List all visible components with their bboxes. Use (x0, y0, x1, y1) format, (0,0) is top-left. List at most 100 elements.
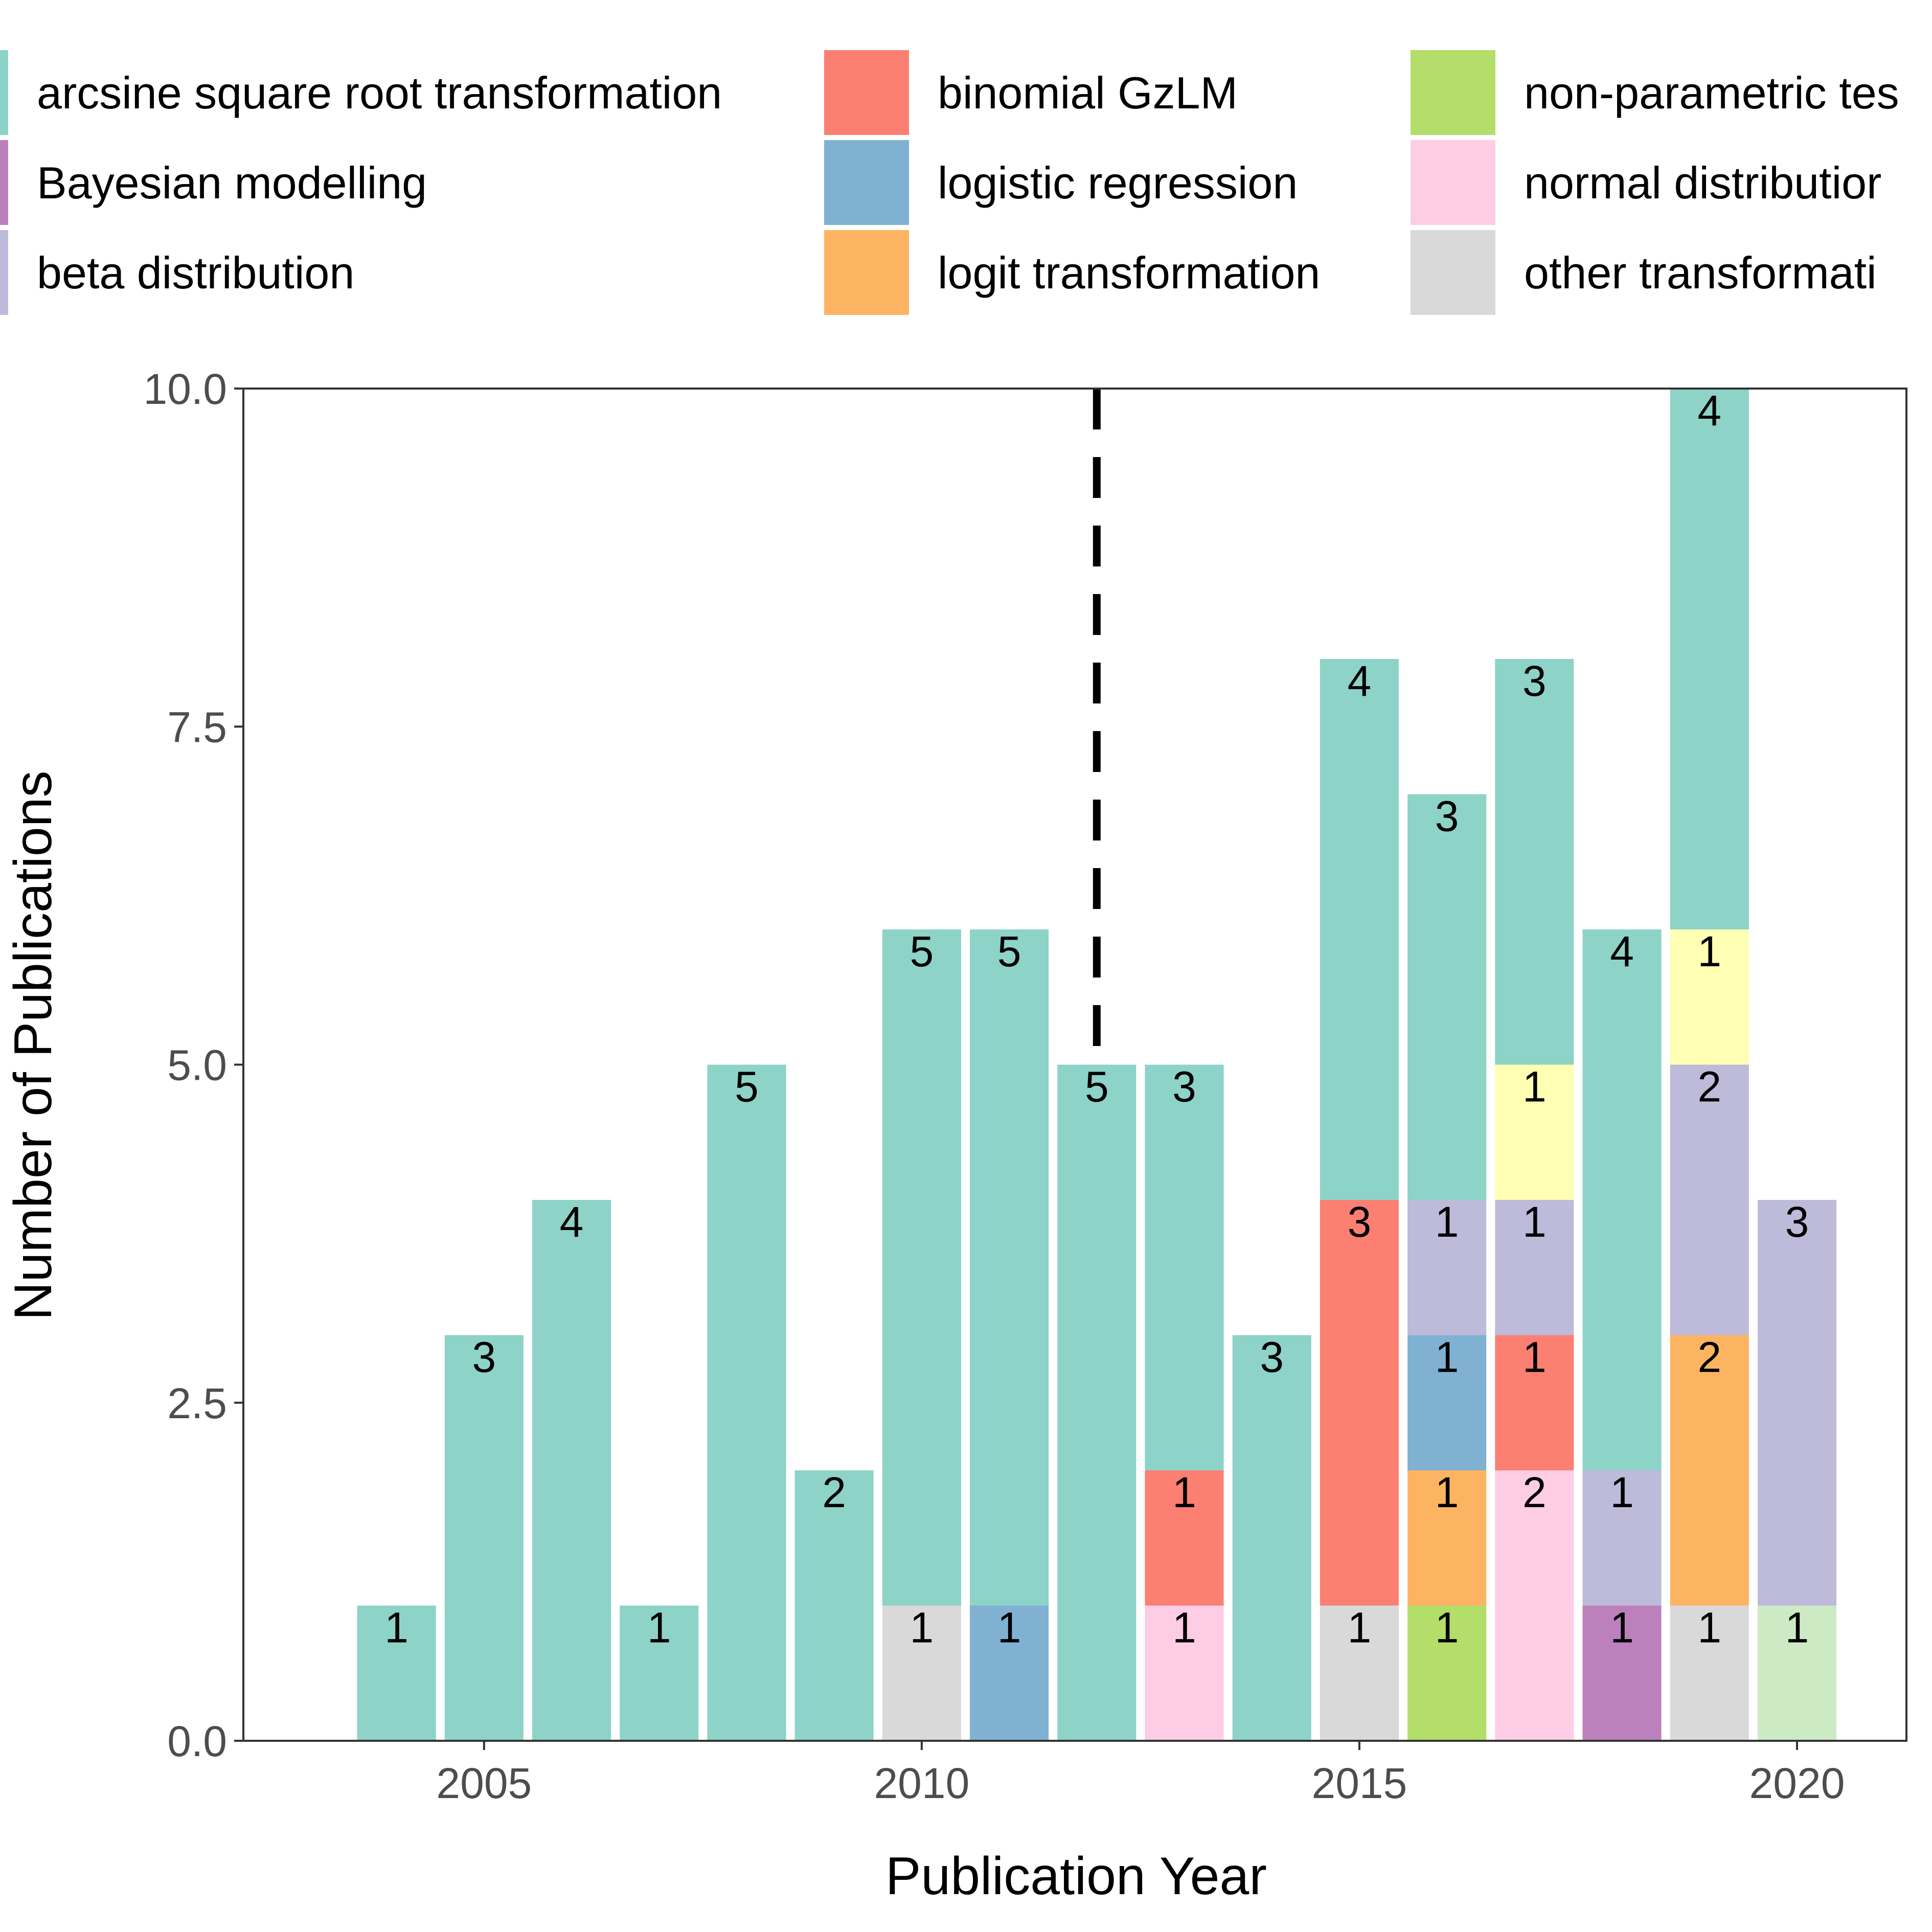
bars-layer: 1 3 4 1 5 2 1 5 1 5 5 1 1 3 3 1 3 4 1 1 1 1 3 2 1 1 1 3 1 1 4 1 2 2 1 4 1 3 (357, 387, 1837, 1741)
bar-segment (1320, 659, 1399, 1200)
bar-value-label: 1 (1348, 1604, 1372, 1652)
bar-value-label: 1 (384, 1604, 408, 1652)
bar-value-label: 5 (735, 1063, 759, 1111)
bar-segment (1495, 1470, 1574, 1741)
bar-value-label: 3 (1522, 657, 1547, 705)
bar-segment (1057, 1064, 1137, 1741)
bar-value-label: 1 (1610, 1604, 1634, 1652)
bar-value-label: 1 (1172, 1604, 1196, 1652)
bar-value-label: 1 (1435, 1198, 1459, 1246)
bar-segment (1495, 1064, 1574, 1200)
y-axis-label: Number of Publications (4, 770, 63, 1320)
x-tick-label: 2005 (436, 1759, 532, 1807)
bar-segment (1232, 1335, 1311, 1741)
legend: arcsine square root transformation Bayesi… (0, 50, 1899, 315)
bar-value-label: 5 (910, 927, 934, 975)
legend-label: non-parametric tes (1524, 67, 1899, 118)
bar-segment (1670, 1064, 1749, 1335)
bar-segment (1407, 1470, 1487, 1606)
y-tick-label: 7.5 (167, 703, 227, 751)
y-tick-label: 10.0 (144, 365, 228, 413)
bar-value-label: 1 (997, 1604, 1021, 1652)
bar-segment (1145, 1470, 1224, 1606)
bar-segment (532, 1200, 611, 1741)
bar-segment (1670, 1335, 1749, 1606)
bar-segment (1670, 929, 1749, 1065)
bar-segment (1670, 389, 1749, 929)
bar-value-label: 3 (1260, 1333, 1284, 1381)
legend-label: binomial GzLM (938, 67, 1238, 118)
bar-segment (1757, 1200, 1837, 1606)
y-tick-label: 2.5 (167, 1379, 227, 1427)
x-tick-label: 2020 (1749, 1759, 1845, 1807)
x-tick-label: 2010 (874, 1759, 969, 1807)
bar-segment (1145, 1064, 1224, 1470)
axes-layer: 0.0 2.5 5.0 7.5 10.0 2005 2010 2015 2020 (144, 365, 1907, 1807)
bar-value-label: 3 (1435, 792, 1459, 840)
bar-value-label: 1 (1522, 1063, 1547, 1111)
bar-segment (1582, 1470, 1662, 1606)
bar-segment (1145, 1605, 1224, 1741)
y-tick-label: 5.0 (167, 1041, 227, 1089)
legend-label: other transformati (1524, 247, 1877, 298)
bar-value-label: 4 (1610, 927, 1634, 975)
bar-segment (1495, 1335, 1574, 1470)
bar-value-label: 3 (472, 1333, 496, 1381)
bar-value-label: 2 (1697, 1333, 1721, 1381)
bar-value-label: 1 (1522, 1333, 1547, 1381)
bar-segment (1407, 1605, 1487, 1741)
bar-segment (882, 929, 961, 1606)
legend-label: normal distributior (1524, 157, 1881, 208)
bar-value-label: 1 (1610, 1468, 1634, 1516)
legend-key (824, 50, 909, 135)
bar-segment (1407, 1335, 1487, 1470)
bar-segment (970, 929, 1049, 1606)
bar-value-label: 1 (1172, 1468, 1196, 1516)
bar-segment (444, 1335, 524, 1741)
legend-label: beta distribution (37, 247, 354, 298)
bar-value-label: 4 (560, 1198, 584, 1246)
legend-label: Bayesian modelling (37, 157, 427, 208)
bar-value-label: 1 (910, 1604, 934, 1652)
bar-segment (1320, 1200, 1399, 1606)
bar-value-label: 1 (1435, 1604, 1459, 1652)
bar-segment (1670, 1605, 1749, 1741)
bar-value-label: 2 (1697, 1063, 1721, 1111)
bar-value-label: 3 (1172, 1063, 1196, 1111)
bar-value-label: 2 (822, 1468, 846, 1516)
bar-value-label: 2 (1522, 1468, 1547, 1516)
bar-segment (357, 1605, 436, 1741)
bar-segment (1582, 1605, 1662, 1741)
bar-value-label: 5 (997, 927, 1021, 975)
legend-label: logit transformation (938, 247, 1320, 298)
bar-segment (1407, 1200, 1487, 1335)
bar-value-label: 1 (1697, 1604, 1721, 1652)
bar-value-label: 1 (1522, 1198, 1547, 1246)
y-tick-label: 0.0 (167, 1717, 227, 1765)
legend-key (1411, 140, 1495, 225)
bar-value-label: 3 (1785, 1198, 1809, 1246)
bar-segment (1582, 929, 1662, 1470)
bar-segment (707, 1064, 786, 1741)
legend-label: logistic regression (938, 157, 1298, 208)
bar-segment (620, 1605, 699, 1741)
bar-value-label: 3 (1348, 1198, 1372, 1246)
bar-segment (1320, 1605, 1399, 1741)
legend-key (1411, 230, 1495, 315)
legend-key (0, 230, 8, 315)
bar-segment (1407, 794, 1487, 1200)
bar-segment (1495, 1200, 1574, 1335)
bar-segment (1495, 659, 1574, 1065)
bar-segment (794, 1470, 874, 1741)
bar-segment (1757, 1605, 1837, 1741)
bar-value-label: 1 (1697, 927, 1721, 975)
bar-segment (970, 1605, 1049, 1741)
bar-value-label: 5 (1085, 1063, 1109, 1111)
x-axis-label: Publication Year (885, 1847, 1267, 1906)
legend-key (824, 140, 909, 225)
legend-key (824, 230, 909, 315)
legend-key (0, 50, 8, 135)
x-tick-label: 2015 (1311, 1759, 1407, 1807)
bar-value-label: 1 (1785, 1604, 1809, 1652)
